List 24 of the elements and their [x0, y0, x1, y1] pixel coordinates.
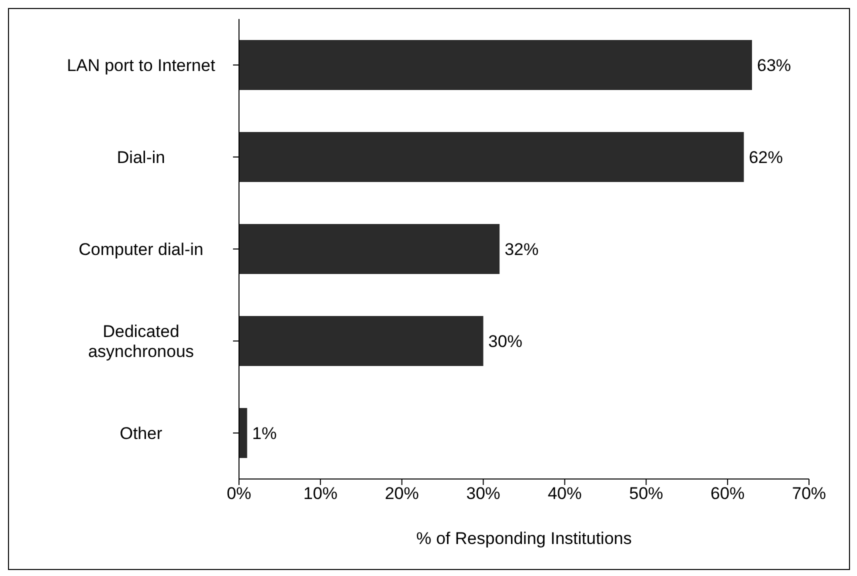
bar	[239, 224, 500, 274]
x-tick-label: 20%	[384, 484, 419, 504]
x-tick-label: 30%	[466, 484, 500, 504]
x-axis-title: % of Responding Institutions	[416, 529, 632, 548]
data-label: 1%	[252, 424, 277, 444]
data-label: 32%	[504, 240, 539, 260]
x-tick-label: 50%	[629, 484, 664, 504]
bar	[239, 408, 248, 458]
data-label: 30%	[488, 332, 522, 352]
y-tick-label: LAN port to Internet	[66, 56, 216, 75]
bar	[239, 316, 484, 366]
x-tick-label: 40%	[548, 484, 582, 504]
data-label: 63%	[757, 56, 792, 76]
y-tick-label: Other	[120, 424, 163, 443]
x-tick-label: 10%	[303, 484, 338, 504]
bar	[239, 132, 744, 182]
x-tick-label: 70%	[792, 484, 826, 504]
y-tick-label: Dedicated asynchronous	[88, 322, 194, 361]
data-label: 62%	[748, 148, 783, 168]
x-tick-label: 60%	[710, 484, 745, 504]
y-tick-label: Computer dial-in	[78, 240, 204, 259]
bar	[239, 40, 752, 90]
y-tick-label: Dial-in	[116, 148, 166, 167]
x-tick-label: 0%	[226, 484, 252, 504]
